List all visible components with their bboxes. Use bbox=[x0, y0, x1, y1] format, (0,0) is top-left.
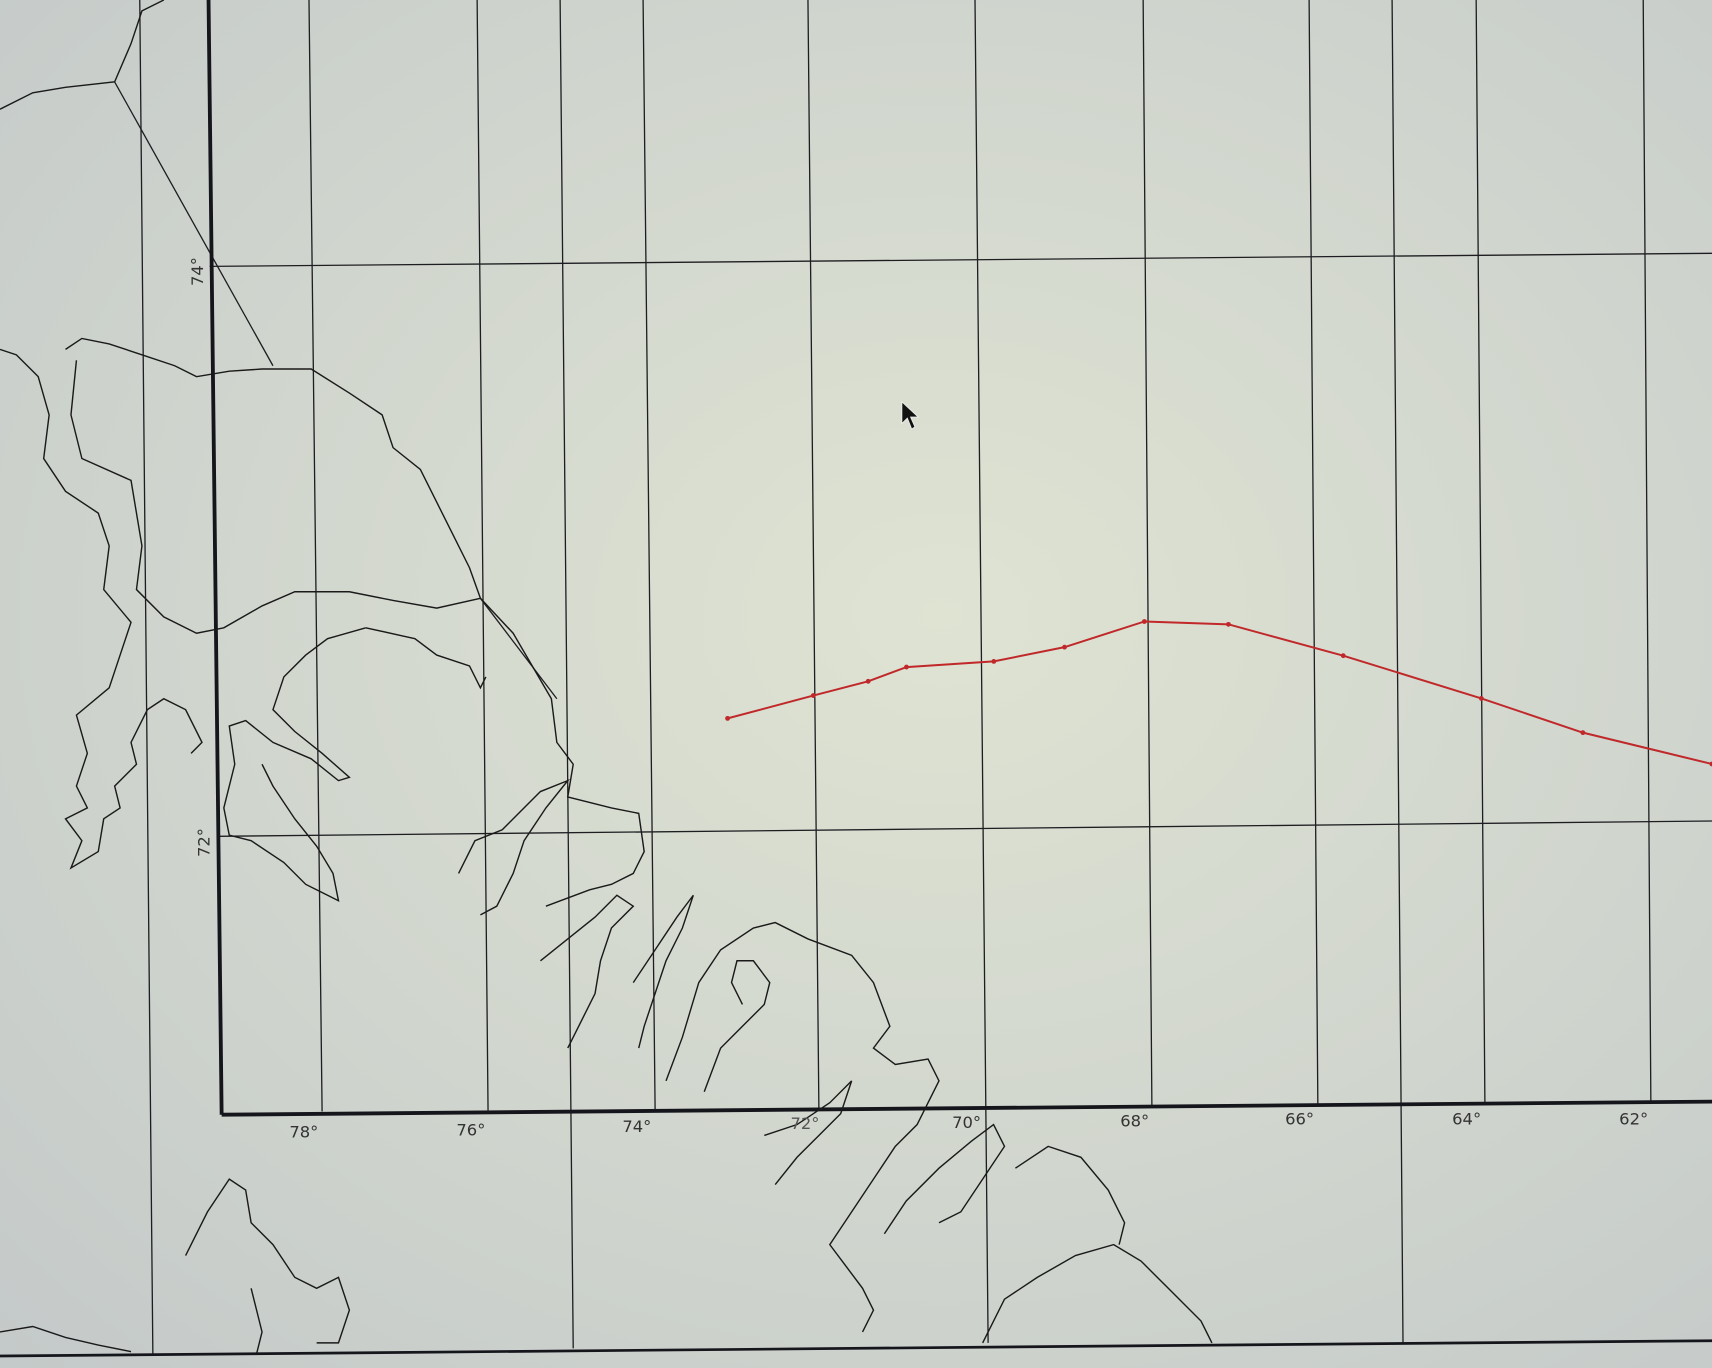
parallel-72 bbox=[218, 820, 1712, 837]
track-point[interactable] bbox=[810, 693, 816, 698]
meridian-66 bbox=[1308, 0, 1319, 1105]
track-point[interactable] bbox=[1062, 644, 1067, 650]
track-point[interactable] bbox=[1226, 621, 1231, 627]
track-point[interactable] bbox=[725, 715, 730, 721]
lon-label: 72° bbox=[790, 1114, 819, 1133]
meridian bbox=[1391, 0, 1404, 1343]
meridian bbox=[559, 0, 574, 1349]
track-point[interactable] bbox=[1141, 619, 1147, 624]
diagonal-line bbox=[114, 81, 274, 367]
track-point[interactable] bbox=[1709, 761, 1712, 767]
meridian-76 bbox=[476, 0, 489, 1111]
parallel-74 bbox=[209, 252, 1712, 268]
diagonal-line bbox=[479, 597, 558, 700]
meridian-62 bbox=[1642, 0, 1652, 1103]
ship-track[interactable] bbox=[725, 619, 1712, 767]
track-point[interactable] bbox=[904, 664, 909, 670]
track-line[interactable] bbox=[727, 620, 1712, 765]
lon-label: 66° bbox=[1285, 1110, 1314, 1129]
lat-label: 72° bbox=[195, 828, 214, 857]
lon-labels: 78° 76° 74° 72° 70° 68° 66° 64° 62° bbox=[289, 1110, 1648, 1142]
lon-label: 64° bbox=[1452, 1110, 1481, 1129]
meridian-74 bbox=[642, 0, 656, 1110]
lat-label: 74° bbox=[188, 257, 207, 286]
graticule bbox=[114, 0, 1712, 1354]
meridian bbox=[139, 0, 154, 1354]
track-point[interactable] bbox=[1340, 653, 1346, 659]
lat-labels: 74° 72° bbox=[188, 257, 214, 857]
coastlines bbox=[0, 0, 1213, 1354]
lon-label: 76° bbox=[456, 1120, 485, 1139]
lon-label: 62° bbox=[1619, 1110, 1648, 1129]
lon-label: 70° bbox=[952, 1113, 981, 1132]
lon-label: 78° bbox=[289, 1123, 318, 1142]
track-point[interactable] bbox=[1580, 730, 1586, 736]
meridian-78 bbox=[308, 0, 323, 1112]
lon-label: 74° bbox=[622, 1117, 651, 1136]
meridian-68 bbox=[1142, 0, 1153, 1106]
track-point[interactable] bbox=[991, 658, 997, 664]
lon-label: 68° bbox=[1120, 1112, 1149, 1131]
track-point[interactable] bbox=[1478, 696, 1484, 701]
cursor-icon bbox=[901, 400, 920, 430]
track-point[interactable] bbox=[865, 678, 871, 684]
meridian-64 bbox=[1475, 0, 1486, 1104]
meridian-72 bbox=[807, 0, 820, 1109]
meridian-70 bbox=[974, 0, 989, 1343]
